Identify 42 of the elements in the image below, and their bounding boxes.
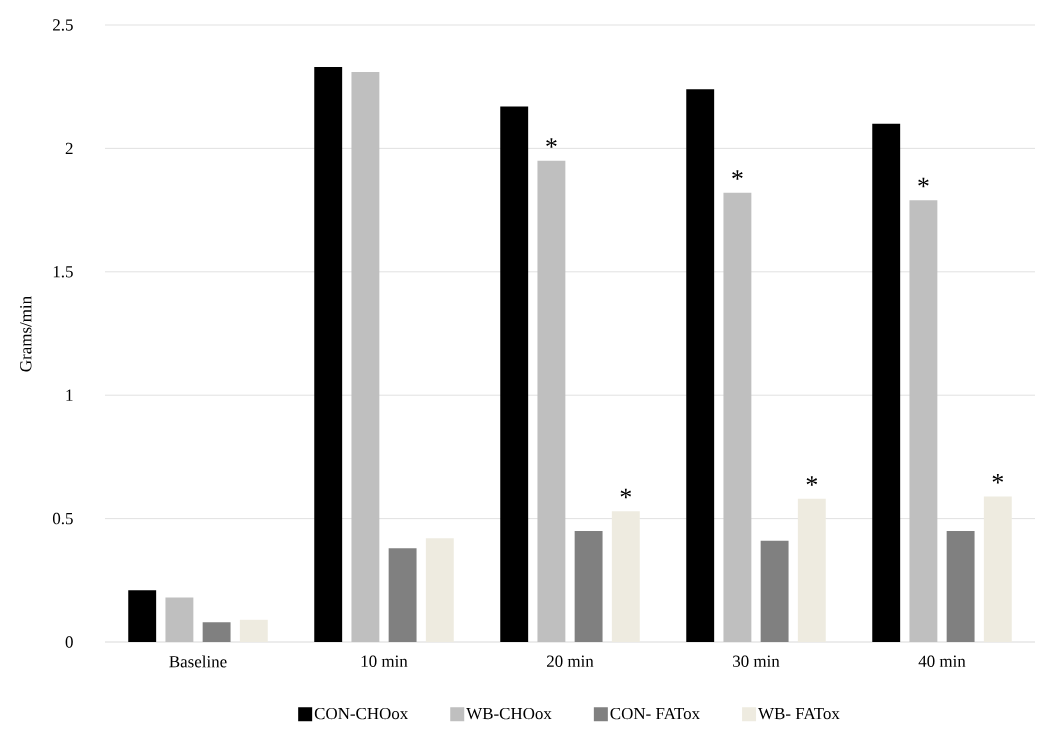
annotation: * [992, 473, 1004, 484]
y-tick-label: 2.5 [53, 19, 73, 31]
x-tick-label: 20 min [547, 655, 594, 667]
bar [909, 200, 938, 642]
bar [537, 160, 566, 642]
bar [946, 530, 975, 642]
bar [165, 597, 194, 642]
annotation: * [546, 138, 557, 148]
x-tick-label: Baseline [169, 655, 227, 668]
bar [686, 89, 715, 642]
annotation: * [732, 170, 743, 180]
bar [872, 123, 901, 642]
bar [239, 619, 268, 642]
bar [128, 590, 157, 642]
annotation: * [620, 488, 632, 499]
annotation: * [806, 476, 818, 486]
bar [983, 496, 1012, 642]
annotation: * [918, 177, 929, 188]
legend-label: WB-CHOox [466, 707, 552, 720]
y-axis-title: Grams/min [20, 296, 32, 372]
bar [388, 548, 417, 642]
bar [723, 192, 752, 642]
bar [351, 71, 380, 642]
x-tick-label: 10 min [361, 655, 408, 667]
bar [611, 511, 640, 642]
x-tick-label: 30 min [733, 655, 780, 667]
legend-label: CON-CHOox [314, 707, 409, 720]
y-tick-label: 1.5 [53, 266, 73, 278]
y-tick-label: 2 [65, 142, 73, 154]
legend-label: WB- FATox [758, 707, 840, 720]
bar [760, 540, 789, 642]
bar [202, 622, 231, 642]
legend-label: CON- FATox [610, 707, 700, 720]
x-tick-label: 40 min [918, 655, 966, 667]
y-tick-label: 0.5 [52, 512, 73, 525]
y-tick-label: 1 [66, 389, 73, 401]
bar [425, 538, 454, 642]
bar [500, 106, 529, 642]
bar [314, 66, 343, 642]
bar [797, 498, 826, 642]
bar [574, 530, 603, 642]
y-tick-label: 0 [65, 636, 73, 648]
